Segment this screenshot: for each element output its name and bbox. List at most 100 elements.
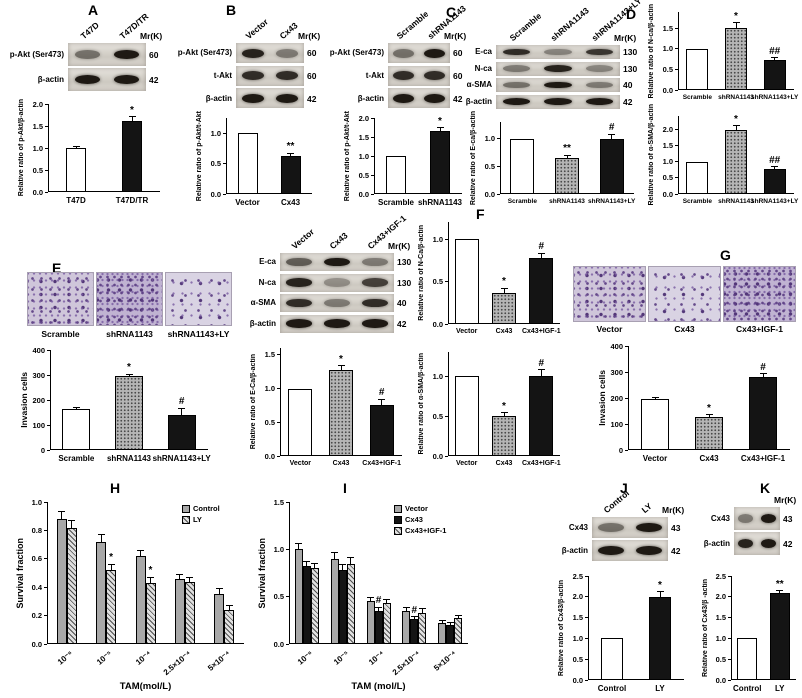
bar: [725, 129, 747, 194]
y-tick-mark: [370, 136, 374, 138]
significance-mark: *: [438, 115, 442, 127]
error-bar: [61, 511, 63, 520]
y-tick-mark: [674, 144, 678, 146]
legend-label: Cx43+IGF-1: [405, 526, 447, 535]
bar: [145, 582, 156, 644]
x-tick-label: Vector: [235, 198, 260, 207]
x-tick-label: Cx43+IGF-1: [521, 328, 561, 335]
bar: [529, 257, 554, 324]
mw-value: 40: [623, 80, 633, 91]
error-bar: [131, 116, 133, 121]
lane-label: Control: [601, 487, 632, 515]
y-tick-mark: [727, 617, 731, 619]
antibody-label: β-actin: [357, 93, 384, 103]
y-tick-label: 1.0: [210, 128, 221, 138]
error-bar: [150, 577, 151, 583]
protein-band: [275, 48, 299, 58]
significance-mark: #: [608, 122, 615, 134]
significance-mark: **: [563, 143, 571, 155]
y-tick-label: 1.0: [715, 633, 726, 643]
y-tick-mark: [276, 455, 280, 457]
bar: [288, 388, 313, 456]
error-bar-cap: [732, 125, 740, 127]
y-tick-mark: [43, 586, 47, 588]
x-tick-label: Scramble: [682, 94, 712, 101]
bar: [555, 158, 579, 194]
y-tick-label: 1.5: [32, 121, 43, 131]
bar: [402, 610, 411, 644]
panel-label-h: H: [110, 480, 121, 496]
significance-mark: #: [411, 604, 418, 616]
y-axis-label: Relative ratio of α-SMA/β-actin: [416, 352, 427, 456]
x-tick-label: 10⁻⁶: [296, 649, 315, 667]
error-bar-cap: [287, 152, 294, 154]
micrograph-label: Scramble: [41, 329, 80, 339]
y-tick-mark: [584, 575, 588, 577]
axes: [588, 576, 684, 680]
y-tick-mark: [496, 165, 500, 167]
error-bar-cap: [771, 166, 779, 168]
bar: [302, 566, 311, 644]
error-bar: [140, 550, 141, 556]
y-tick-mark: [46, 399, 50, 401]
y-tick-mark: [674, 128, 678, 130]
error-bar-cap: [295, 543, 303, 545]
bar: [167, 415, 196, 450]
bar: [310, 568, 319, 644]
protein-band: [424, 71, 445, 81]
significance-mark: *: [707, 402, 711, 414]
mw-value: 42: [307, 93, 317, 104]
x-tick-label: LY: [775, 684, 785, 693]
panel-label-i: I: [343, 480, 347, 496]
y-tick-mark: [584, 679, 588, 681]
y-tick-label: 0: [618, 445, 623, 455]
mw-value: 60: [149, 49, 159, 60]
bar: [366, 601, 375, 644]
error-bar-cap: [537, 252, 545, 254]
bar: [174, 578, 185, 644]
x-tick-label: 5×10⁻⁴: [206, 649, 233, 673]
y-axis-label-text: Relative ratio of α-SMA/β-actin: [648, 104, 655, 206]
mw-value: 42: [783, 538, 793, 549]
y-tick-mark: [496, 138, 500, 140]
y-tick-mark: [43, 501, 47, 503]
x-tick-label: Cx43: [495, 328, 513, 335]
bar: [749, 376, 777, 450]
y-axis-label-text: Relative ratio of Cx43/β -actin: [702, 578, 709, 678]
y-axis-label-text: Relative ratio of E-ca/β-actin: [470, 110, 477, 206]
error-bar: [762, 373, 764, 377]
error-bar-cap: [375, 606, 382, 608]
protein-band: [74, 49, 101, 59]
bar: [237, 133, 258, 194]
blot-strip: [68, 68, 146, 91]
chart-d-nca: Relative ratio of N-ca/β-actin 0.0 0.5 1.0 1…: [646, 2, 800, 104]
bar: [454, 618, 463, 644]
bar: [369, 405, 394, 456]
legend-entry: LY: [182, 515, 220, 524]
error-bar: [100, 534, 102, 542]
error-bar-cap: [128, 116, 136, 118]
y-tick-mark: [674, 193, 678, 195]
y-tick-mark: [727, 596, 731, 598]
blot-vector-cx43: Vector Cx43 Cx43+IGF-1 Mr(K) E-ca 130 N-ca 130 α…: [238, 210, 420, 334]
y-tick-mark: [370, 155, 374, 157]
bar: [115, 376, 143, 450]
bar: [338, 570, 347, 644]
mw-value: 60: [453, 48, 463, 59]
error-bar-cap: [347, 557, 355, 559]
protein-band: [503, 98, 531, 105]
error-bar: [503, 412, 505, 416]
bar: [330, 558, 339, 644]
bar: [430, 131, 450, 194]
x-tick-label: 10⁻⁴: [134, 649, 154, 667]
panel-label-e: E: [52, 260, 62, 276]
blot-strip: [592, 540, 668, 561]
x-tick-label: 2.5×10⁻⁴: [161, 649, 193, 678]
protein-band: [324, 278, 350, 287]
y-tick-mark: [624, 345, 628, 347]
error-bar-cap: [68, 519, 76, 521]
protein-band: [393, 93, 414, 103]
significance-mark: #: [178, 396, 185, 407]
error-bar: [457, 615, 459, 619]
y-tick-mark: [674, 177, 678, 179]
